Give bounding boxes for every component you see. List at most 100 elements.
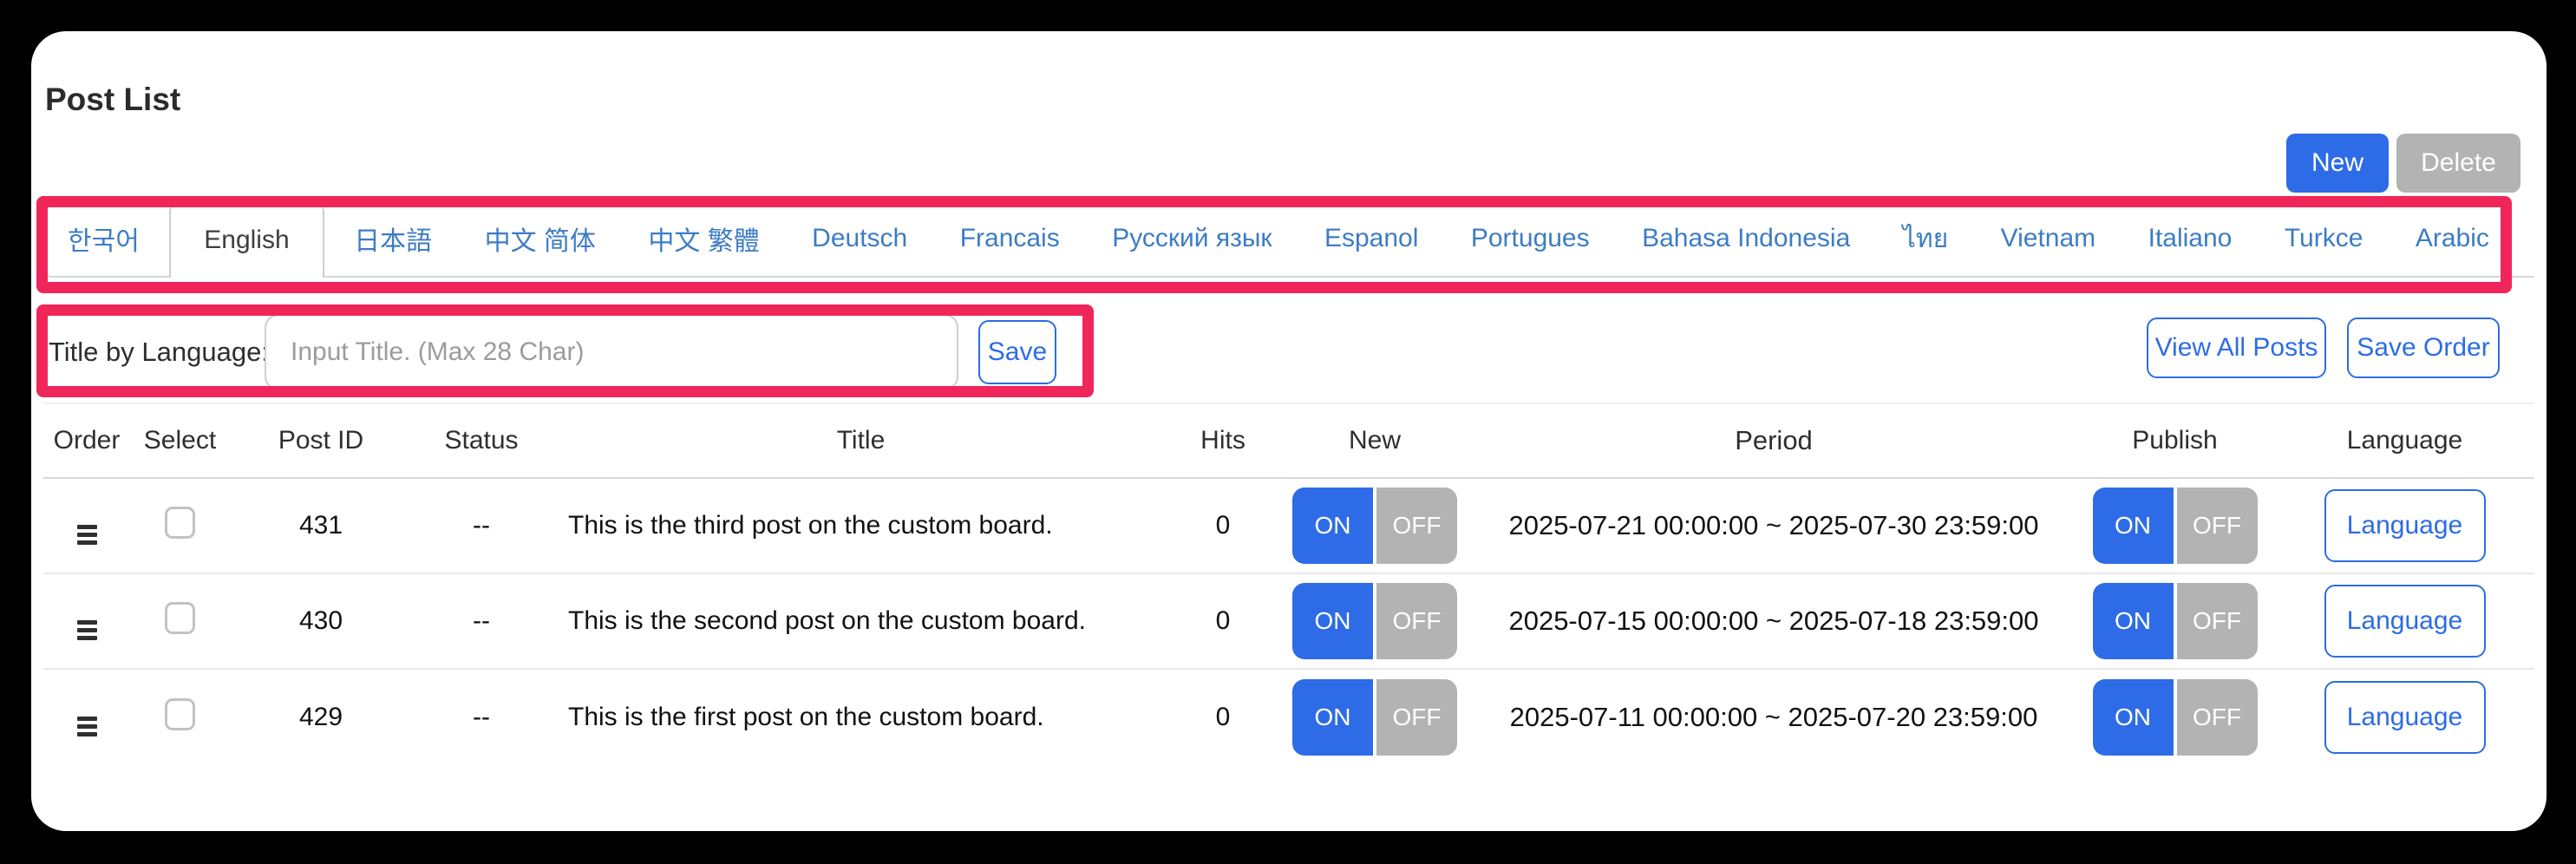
column-header-post-id: Post ID <box>278 426 364 455</box>
new-cell: ON OFF <box>1275 583 1474 659</box>
column-header-order: Order <box>53 426 121 455</box>
new-on-button[interactable]: ON <box>1292 679 1373 756</box>
new-toggle: ON OFF <box>1292 583 1457 659</box>
new-off-button[interactable]: OFF <box>1376 679 1457 756</box>
column-header-publish: Publish <box>2132 426 2218 455</box>
post-list-panel: Post List New Delete 한국어 English 日本語 中文 简体 中… <box>31 31 2547 831</box>
title-cell: This is the second post on the custom bo… <box>568 606 1086 635</box>
table-header-row: Order Select Post ID Status Title Hits New Peri… <box>43 404 2534 479</box>
tab-Francais[interactable]: Francais <box>959 224 1060 252</box>
period-cell: 2025-07-11 00:00:00 ~ 2025-07-20 23:59:0… <box>1509 702 2038 732</box>
tab-ไทย[interactable]: ไทย <box>1902 224 1949 253</box>
save-order-button[interactable]: Save Order <box>2347 317 2500 378</box>
title-cell: This is the third post on the custom boa… <box>568 511 1053 540</box>
page-title: Post List <box>45 82 181 117</box>
tab-Turkce[interactable]: Turkce <box>2284 224 2364 252</box>
table-row: 430 -- This is the second post on the cu… <box>43 574 2534 670</box>
publish-toggle: ON OFF <box>2092 488 2258 564</box>
title-cell: This is the first post on the custom boa… <box>568 703 1044 731</box>
publish-on-button[interactable]: ON <box>2092 583 2174 659</box>
delete-button[interactable]: Delete <box>2396 134 2520 193</box>
publish-off-button[interactable]: OFF <box>2176 488 2258 564</box>
tab-Arabic[interactable]: Arabic <box>2415 224 2489 252</box>
new-on-button[interactable]: ON <box>1292 583 1373 659</box>
column-header-language: Language <box>2346 426 2463 455</box>
order-cell <box>43 698 130 736</box>
language-button[interactable]: Language <box>2324 585 2486 658</box>
hits-cell: 0 <box>1215 703 1231 731</box>
period-cell: 2025-07-15 00:00:00 ~ 2025-07-18 23:59:0… <box>1508 605 2039 636</box>
publish-off-button[interactable]: OFF <box>2176 583 2258 659</box>
new-toggle: ON OFF <box>1292 679 1457 756</box>
tab-日本語[interactable]: 日本語 <box>354 227 433 256</box>
status-cell: -- <box>473 606 490 635</box>
language-tab-bar: 한국어 English 日本語 中文 简体 中文 繁體 Deutsch Francais Ру… <box>43 201 2534 278</box>
title-input[interactable] <box>265 314 958 390</box>
tab-Русский язык[interactable]: Русский язык <box>1112 224 1272 252</box>
publish-on-button[interactable]: ON <box>2092 488 2174 564</box>
post-id-cell: 431 <box>298 511 343 540</box>
drag-handle-icon[interactable] <box>76 525 97 545</box>
column-header-period: Period <box>1735 425 1813 455</box>
row-checkbox[interactable] <box>165 506 195 539</box>
tab-한국어[interactable]: 한국어 <box>68 227 140 256</box>
top-actions: New Delete <box>2286 134 2520 193</box>
hits-cell: 0 <box>1215 606 1231 635</box>
publish-on-button[interactable]: ON <box>2092 679 2174 756</box>
order-cell <box>43 602 130 640</box>
column-header-hits: Hits <box>1200 426 1246 455</box>
publish-cell: ON OFF <box>2073 583 2277 659</box>
period-cell: 2025-07-21 00:00:00 ~ 2025-07-30 23:59:0… <box>1508 510 2039 540</box>
new-off-button[interactable]: OFF <box>1376 488 1457 564</box>
tab-中文 简体[interactable]: 中文 简体 <box>484 227 596 256</box>
save-button[interactable]: Save <box>978 320 1056 384</box>
language-button[interactable]: Language <box>2324 489 2486 562</box>
publish-cell: ON OFF <box>2073 679 2277 756</box>
drag-handle-icon[interactable] <box>76 620 97 640</box>
order-cell <box>43 507 130 545</box>
publish-off-button[interactable]: OFF <box>2176 679 2258 756</box>
tab-Italiano[interactable]: Italiano <box>2148 224 2233 252</box>
tab-English[interactable]: English <box>169 201 324 278</box>
publish-toggle: ON OFF <box>2092 679 2258 756</box>
tab-Deutsch[interactable]: Deutsch <box>812 224 908 252</box>
post-id-cell: 429 <box>298 703 343 731</box>
tab-中文 繁體[interactable]: 中文 繁體 <box>648 227 760 256</box>
language-cell: Language <box>2277 681 2533 754</box>
language-cell: Language <box>2277 489 2533 562</box>
row-checkbox[interactable] <box>165 601 195 634</box>
tab-Vietnam[interactable]: Vietnam <box>2000 224 2096 252</box>
tab-Portugues[interactable]: Portugues <box>1470 224 1590 252</box>
tab-Espanol[interactable]: Espanol <box>1324 224 1419 252</box>
table-row: 431 -- This is the third post on the cus… <box>43 479 2534 574</box>
select-cell <box>130 506 230 546</box>
column-header-select: Select <box>143 426 217 455</box>
publish-cell: ON OFF <box>2073 488 2277 564</box>
column-header-title: Title <box>836 426 886 455</box>
table-row: 429 -- This is the first post on the cus… <box>43 670 2534 765</box>
new-on-button[interactable]: ON <box>1292 488 1373 564</box>
language-button[interactable]: Language <box>2324 681 2486 754</box>
new-cell: ON OFF <box>1275 679 1474 756</box>
title-by-language-row: Title by Language: Save View All Posts S… <box>43 312 2520 396</box>
column-header-status: Status <box>444 426 519 455</box>
tab-Bahasa Indonesia[interactable]: Bahasa Indonesia <box>1642 224 1851 252</box>
column-header-new: New <box>1348 426 1401 455</box>
new-button[interactable]: New <box>2286 134 2389 193</box>
hits-cell: 0 <box>1215 511 1231 540</box>
title-by-language-label: Title by Language: <box>49 337 269 367</box>
drag-handle-icon[interactable] <box>76 717 97 736</box>
view-all-posts-button[interactable]: View All Posts <box>2147 317 2326 378</box>
post-table: Order Select Post ID Status Title Hits New Peri… <box>43 403 2534 765</box>
new-toggle: ON OFF <box>1292 488 1457 564</box>
select-cell <box>130 601 230 641</box>
table-body: 431 -- This is the third post on the cus… <box>43 479 2534 765</box>
select-cell <box>130 697 230 737</box>
new-off-button[interactable]: OFF <box>1376 583 1457 659</box>
publish-toggle: ON OFF <box>2092 583 2258 659</box>
post-id-cell: 430 <box>298 606 343 635</box>
new-cell: ON OFF <box>1275 488 1474 564</box>
row-checkbox[interactable] <box>165 697 195 730</box>
status-cell: -- <box>473 511 490 540</box>
status-cell: -- <box>473 703 490 731</box>
